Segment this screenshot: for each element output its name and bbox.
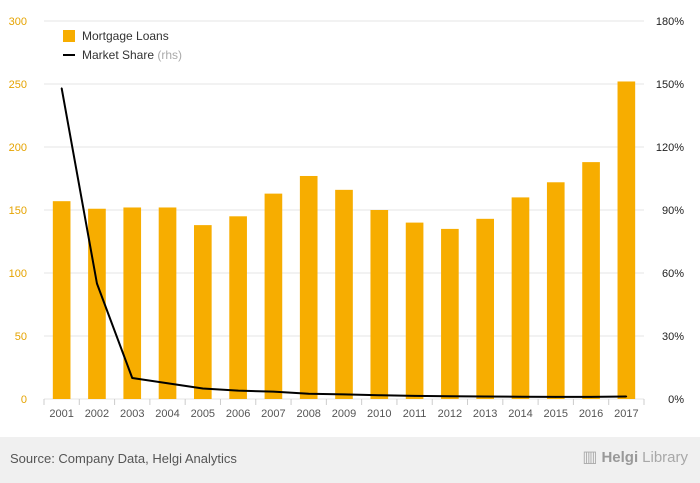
- bar: [158, 207, 177, 399]
- x-axis-tick-label: 2006: [226, 408, 250, 420]
- x-axis-tick-label: 2003: [120, 408, 144, 420]
- x-axis-tick-label: 2012: [438, 408, 462, 420]
- x-axis-tick-label: 2008: [296, 408, 320, 420]
- bar: [52, 201, 71, 399]
- x-axis-tick-label: 2001: [49, 408, 73, 420]
- bar: [194, 225, 212, 399]
- bar: [546, 182, 565, 399]
- line-point: [60, 87, 63, 89]
- left-axis-tick-label: 250: [9, 79, 27, 91]
- bar: [264, 193, 283, 399]
- footer: Source: Company Data, Helgi Analytics ▥ …: [0, 437, 700, 483]
- x-axis-tick-label: 2007: [261, 408, 285, 420]
- x-axis-tick-label: 2014: [508, 408, 532, 420]
- line-point: [484, 395, 486, 398]
- bar: [617, 81, 636, 399]
- helgi-library-logo: ▥ Helgi Library: [582, 447, 688, 467]
- x-axis-tick-label: 2011: [403, 408, 427, 420]
- right-axis-tick-label: 120%: [656, 142, 684, 154]
- line-point: [202, 387, 204, 390]
- line-point: [449, 395, 451, 398]
- legend-label-mortgage-loans: Mortgage Loans: [82, 29, 169, 43]
- x-axis-tick-label: 2015: [544, 408, 568, 420]
- x-axis-tick-label: 2002: [85, 408, 109, 420]
- line-point: [272, 390, 275, 393]
- line-point: [166, 382, 169, 385]
- left-axis-tick-label: 0: [21, 394, 27, 406]
- bar: [88, 208, 106, 399]
- left-axis-tick-label: 300: [9, 16, 27, 28]
- bar: [335, 189, 353, 399]
- right-axis-tick-label: 90%: [662, 205, 684, 217]
- bar: [441, 228, 459, 399]
- line-point: [625, 395, 628, 398]
- left-axis-tick-label: 150: [9, 205, 27, 217]
- x-axis-tick-label: 2013: [473, 408, 497, 420]
- logo-text-primary: Helgi: [601, 448, 639, 466]
- line-point: [131, 377, 134, 379]
- bar: [582, 162, 600, 399]
- legend-swatch-mortgage-loans: [63, 30, 75, 42]
- line-point: [590, 396, 592, 398]
- line-point: [343, 393, 345, 396]
- line-point: [554, 396, 557, 398]
- bar: [476, 218, 494, 399]
- line-point: [237, 389, 239, 392]
- x-axis-tick-label: 2009: [332, 408, 356, 420]
- bar: [123, 207, 142, 399]
- x-axis-tick-label: 2005: [191, 408, 215, 420]
- bar: [299, 175, 318, 399]
- right-axis-tick-label: 150%: [656, 79, 684, 91]
- bar: [405, 222, 424, 399]
- library-icon: ▥: [582, 449, 598, 466]
- line-point: [519, 395, 522, 398]
- combo-chart: 0 0% 50 30% 100 60% 150 90% 200 120% 250 150% 300 180…: [9, 16, 685, 420]
- logo-text-secondary: Library: [642, 448, 688, 466]
- left-axis-tick-label: 50: [15, 331, 27, 343]
- right-axis-tick-label: 0%: [668, 394, 684, 406]
- right-axis-tick-label: 30%: [662, 331, 684, 343]
- bar: [370, 210, 389, 399]
- source-note: Source: Company Data, Helgi Analytics: [10, 451, 237, 466]
- bar: [229, 216, 247, 399]
- line-point: [307, 392, 310, 395]
- x-axis-tick-label: 2017: [614, 408, 638, 420]
- left-axis-tick-label: 200: [9, 142, 27, 154]
- legend-label-market-share: Market Share (rhs): [82, 48, 182, 62]
- line-point: [378, 394, 381, 397]
- line-point: [413, 395, 416, 397]
- bar: [511, 197, 530, 399]
- x-axis-tick-label: 2004: [155, 408, 179, 420]
- x-axis-tick-label: 2016: [579, 408, 603, 420]
- right-axis-tick-label: 180%: [656, 16, 684, 28]
- line-point: [96, 282, 98, 285]
- left-axis-tick-label: 100: [9, 268, 27, 280]
- x-axis-tick-label: 2010: [367, 408, 391, 420]
- right-axis-tick-label: 60%: [662, 268, 684, 280]
